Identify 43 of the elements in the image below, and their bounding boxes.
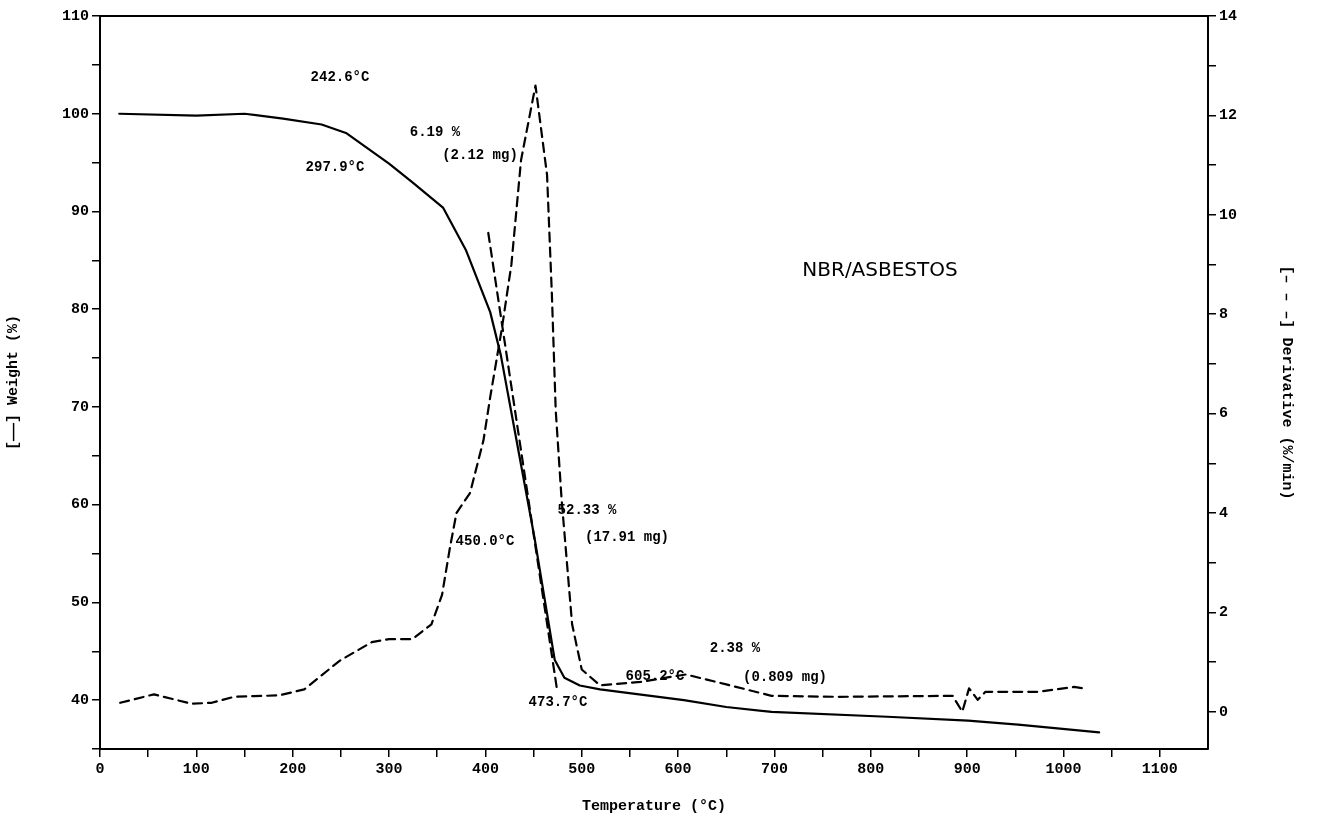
x-tick-label: 100 bbox=[182, 760, 210, 778]
y2-tick-label: 4 bbox=[1219, 504, 1229, 522]
x-tick-label: 200 bbox=[279, 760, 307, 778]
y2-axis-title: [– – –] Derivative (%/min) bbox=[1278, 265, 1296, 500]
annotation: 297.9°C bbox=[305, 158, 365, 175]
y-tick-label: 100 bbox=[61, 105, 89, 123]
x-tick-label: 400 bbox=[471, 760, 499, 778]
y-tick-label: 60 bbox=[70, 496, 89, 514]
x-tick-label: 600 bbox=[664, 760, 692, 778]
x-tick-label: 800 bbox=[857, 760, 885, 778]
x-tick-label: 1000 bbox=[1045, 760, 1082, 778]
y-axis-title: [——] Weight (%) bbox=[4, 314, 22, 451]
annotation: 473.7°C bbox=[528, 693, 588, 710]
y-tick-label: 110 bbox=[61, 7, 89, 25]
y2-tick-label: 2 bbox=[1219, 604, 1229, 622]
annotation: (2.12 mg) bbox=[442, 146, 518, 163]
annotation: 6.19 % bbox=[409, 123, 461, 140]
x-tick-label: 700 bbox=[760, 760, 788, 778]
y-tick-label: 50 bbox=[70, 594, 89, 612]
x-tick-label: 500 bbox=[568, 760, 596, 778]
annotation: 450.0°C bbox=[455, 532, 515, 549]
annotation: (0.809 mg) bbox=[742, 668, 828, 685]
annotation: 605.2°C bbox=[625, 667, 685, 684]
annotation: (17.91 mg) bbox=[584, 528, 670, 545]
annotation: 2.38 % bbox=[709, 639, 761, 656]
y-tick-label: 90 bbox=[70, 203, 89, 221]
y2-tick-label: 0 bbox=[1219, 703, 1229, 721]
annotation: NBR/ASBESTOS bbox=[802, 257, 958, 282]
x-tick-label: 0 bbox=[95, 760, 105, 778]
y2-tick-label: 12 bbox=[1219, 107, 1238, 125]
x-tick-label: 300 bbox=[375, 760, 403, 778]
y-tick-label: 80 bbox=[70, 300, 89, 318]
y2-tick-label: 14 bbox=[1219, 7, 1238, 25]
x-tick-label: 1100 bbox=[1141, 760, 1178, 778]
x-tick-label: 900 bbox=[953, 760, 981, 778]
x-axis-title: Temperature (°C) bbox=[581, 797, 727, 815]
y2-tick-label: 10 bbox=[1219, 206, 1238, 224]
y-tick-label: 40 bbox=[70, 691, 89, 709]
y2-tick-label: 6 bbox=[1219, 405, 1229, 423]
y2-tick-label: 8 bbox=[1219, 305, 1229, 323]
annotation: 242.6°C bbox=[310, 68, 370, 85]
y-tick-label: 70 bbox=[70, 398, 89, 416]
annotation: 52.33 % bbox=[557, 501, 617, 518]
